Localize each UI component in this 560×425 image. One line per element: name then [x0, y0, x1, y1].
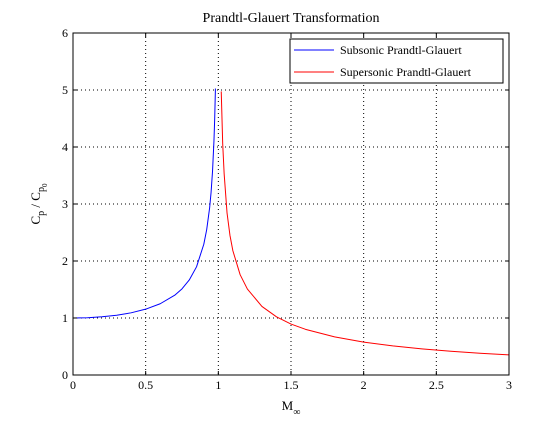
grid-lines [73, 33, 509, 375]
series-line-supersonic [220, 91, 510, 356]
legend-box [289, 38, 504, 84]
y-tick-label: 0 [62, 368, 68, 382]
x-tick-label: 1.5 [284, 378, 299, 392]
x-axis-label-base: M [282, 398, 294, 413]
y-tick-label: 5 [62, 83, 68, 97]
x-tick-label: 2.5 [429, 378, 444, 392]
y-axis-label-c2-subsub: 0 [41, 183, 49, 187]
x-tick-label: 0.5 [138, 378, 153, 392]
y-axis-label-slash: / C [28, 192, 43, 211]
x-axis-label: M∞ [282, 398, 301, 418]
legend: Subsonic Prandtl-Glauert Supersonic Pran… [289, 38, 504, 84]
tick-marks [72, 32, 510, 376]
y-tick-label: 1 [62, 311, 68, 325]
y-axis-label-c1: C [28, 216, 43, 225]
chart-title: Prandtl-Glauert Transformation [203, 11, 380, 26]
y-tick-label: 2 [62, 254, 68, 268]
y-axis-label: Cp / Cp0 [28, 183, 49, 224]
legend-label-supersonic: Supersonic Prandtl-Glauert [340, 65, 472, 79]
y-tick-label: 3 [62, 197, 68, 211]
y-axis-label-c1-sub: p [36, 211, 47, 216]
x-tick-label: 2 [361, 378, 367, 392]
series-lines [72, 88, 510, 356]
x-axis-label-sub: ∞ [293, 407, 300, 418]
legend-label-subsonic: Subsonic Prandtl-Glauert [340, 43, 462, 57]
y-axis-label-c2-sub: p [36, 187, 47, 192]
y-tick-label: 4 [62, 140, 68, 154]
tick-labels: 0 0.5 1 1.5 2 2.5 3 0 1 2 3 4 5 6 [62, 26, 512, 392]
x-tick-label: 0 [70, 378, 76, 392]
series-line-subsonic [72, 88, 216, 319]
y-tick-label: 6 [62, 26, 68, 40]
x-tick-label: 1 [215, 378, 221, 392]
x-tick-label: 3 [506, 378, 512, 392]
